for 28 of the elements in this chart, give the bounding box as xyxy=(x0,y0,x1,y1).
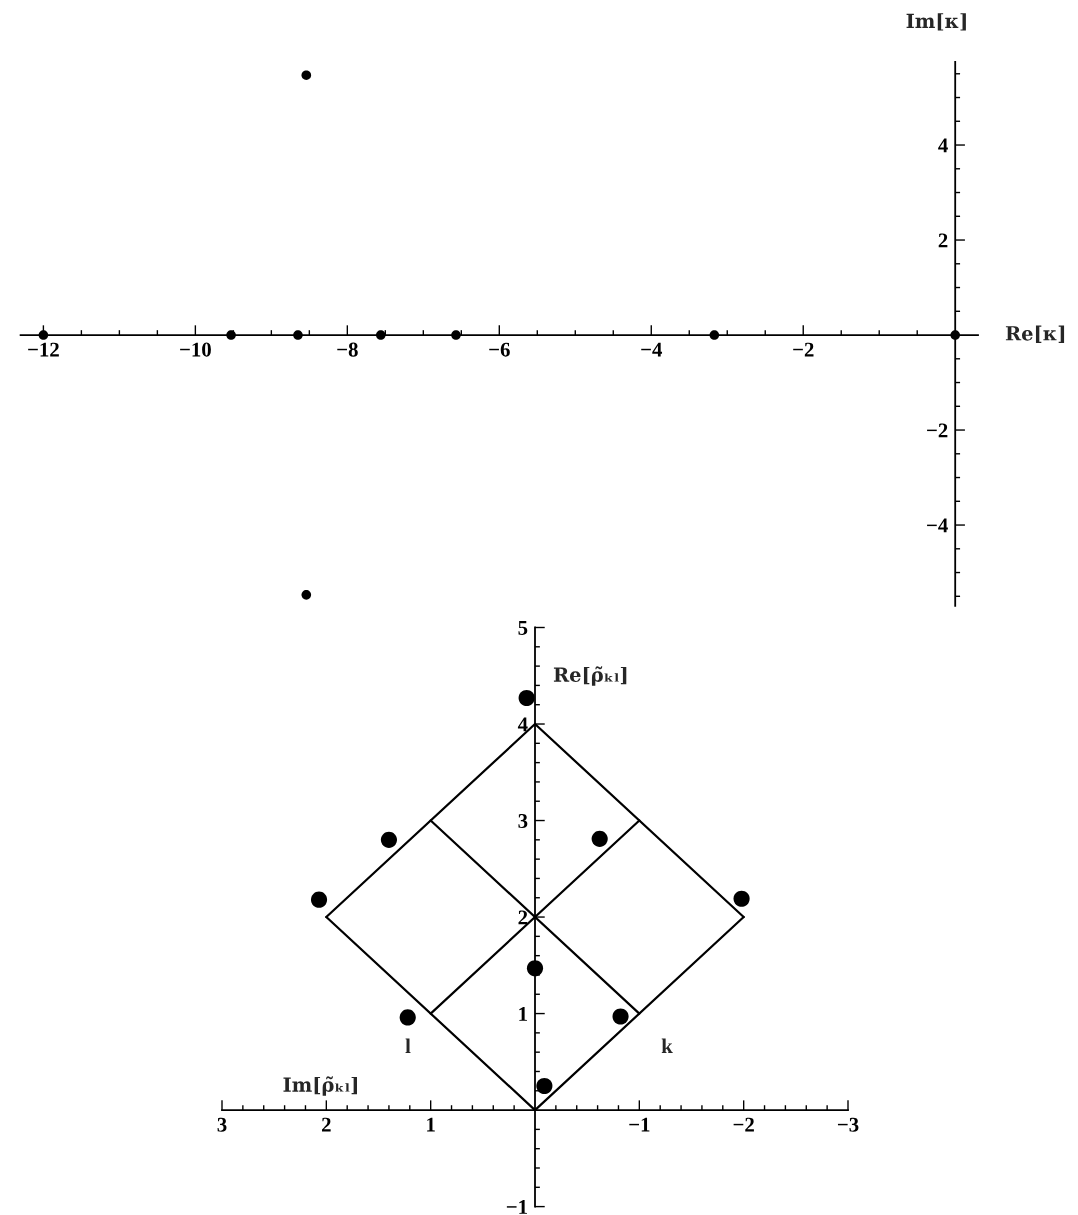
x-tick-label: −1 xyxy=(629,1117,650,1132)
y-tick-label: −2 xyxy=(927,423,948,438)
x-axis-title: Im[ρ̃ₖₗ] xyxy=(283,1076,357,1096)
x-tick-label: −6 xyxy=(489,342,510,357)
y-tick-label: 4 xyxy=(938,138,948,153)
x-tick-label: 1 xyxy=(427,1117,435,1132)
annotation: k xyxy=(661,1038,673,1054)
y-axis-title: Im[κ] xyxy=(906,13,966,31)
y-tick-label: 4 xyxy=(517,717,528,732)
x-tick-label: −2 xyxy=(733,1117,754,1132)
y-tick-label: −1 xyxy=(506,1200,527,1214)
y-tick-label: 5 xyxy=(518,621,528,635)
x-tick-label: 3 xyxy=(217,1117,227,1132)
x-tick-label: 2 xyxy=(322,1117,331,1132)
y-tick-label: 3 xyxy=(518,813,528,828)
x-tick-label: −3 xyxy=(837,1117,859,1132)
y-tick-label: 2 xyxy=(938,233,948,248)
x-axis-title: Re[κ] xyxy=(1005,325,1065,343)
y-tick-label: −4 xyxy=(927,518,948,533)
x-tick-label: −4 xyxy=(641,342,663,357)
y-axis-title: Re[ρ̃ₖₗ] xyxy=(553,666,627,686)
x-tick-label: −2 xyxy=(793,342,814,357)
y-tick-label: 2 xyxy=(518,910,528,925)
x-tick-label: −8 xyxy=(337,342,358,357)
y-tick-label: 1 xyxy=(519,1007,527,1021)
annotation: l xyxy=(405,1038,411,1054)
x-tick-label: −12 xyxy=(28,342,59,357)
x-tick-label: −10 xyxy=(180,342,211,357)
